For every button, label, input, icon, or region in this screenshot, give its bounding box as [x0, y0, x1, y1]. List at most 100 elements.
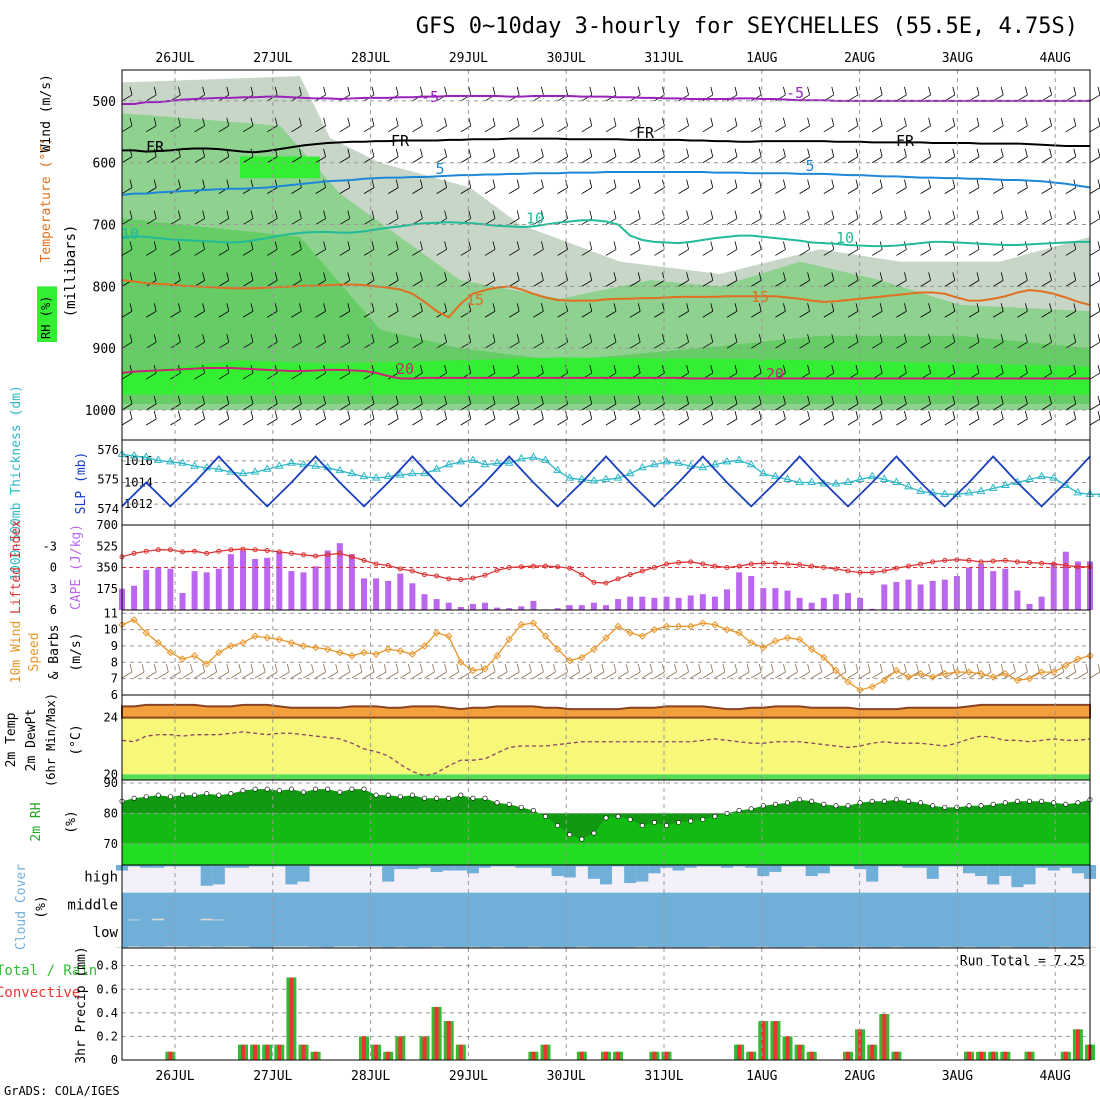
wind-barb [291, 303, 302, 318]
cloud-low-gap [527, 946, 540, 948]
wind-barb [218, 210, 230, 225]
cloud-low-gap [999, 946, 1012, 948]
cape-bar [143, 569, 150, 610]
wind-barb [242, 334, 254, 349]
wind-barb [291, 210, 302, 225]
thickness-marker [613, 473, 623, 481]
lifted-index-marker [918, 561, 924, 567]
cape-bar [820, 597, 827, 610]
wind-speed-marker [1074, 655, 1082, 663]
cape-bar [494, 607, 501, 610]
wind-barb [533, 334, 544, 349]
wind-barb [1017, 148, 1028, 164]
pressure-tick: 800 [93, 280, 116, 295]
thickness-marker [299, 459, 308, 468]
contour-label: 5 [805, 157, 814, 175]
wind-speed-marker [820, 653, 828, 662]
wind-barb [702, 334, 714, 349]
rh2m-marker [361, 786, 367, 792]
wind-barb [896, 117, 907, 133]
thickness-marker [625, 468, 635, 477]
wind-barb [508, 117, 520, 133]
wind-barb [920, 179, 931, 194]
wind-barb [242, 117, 254, 133]
isotherm-neg5 [122, 94, 1090, 105]
wind-barb [484, 148, 496, 164]
wind-barb [799, 410, 810, 426]
cloud-high-bar [672, 865, 685, 871]
thickness-marker [892, 477, 901, 485]
surface-wind-barb [605, 663, 617, 679]
wind-speed-marker [880, 676, 889, 684]
wind-barb [678, 410, 689, 426]
lifted-index-marker [397, 566, 403, 572]
wind-tick: 9 [111, 639, 118, 653]
cape-bar [482, 602, 488, 610]
wind-barb [194, 148, 205, 164]
wind-barb [992, 410, 1004, 426]
li-tick: 0 [50, 561, 57, 575]
wind-barb [1089, 364, 1100, 380]
wind-barb [799, 179, 810, 194]
surface-wind-barb [811, 663, 823, 679]
wind-barb [944, 272, 956, 287]
contour-label: 20 [396, 360, 414, 378]
wind-barb [920, 117, 931, 133]
surface-wind-barb [787, 663, 798, 679]
thickness-marker [988, 483, 998, 491]
thickness-marker [395, 470, 405, 478]
wind-barb [412, 148, 423, 164]
precip-convective-bar [458, 1044, 463, 1060]
contour-label: -5 [786, 84, 804, 102]
wind-barb [121, 410, 133, 426]
wind-barb [194, 272, 205, 287]
wind-barb [339, 241, 351, 256]
rh2m-marker [567, 832, 573, 838]
wind-barb [508, 303, 520, 318]
wind-barb [678, 179, 689, 194]
wind-barb [121, 395, 133, 411]
cloud-middle-gap [128, 919, 141, 921]
cloud-low-gap [188, 946, 201, 948]
wind-barb [412, 334, 423, 349]
lifted-index-marker [688, 559, 694, 565]
lifted-index-marker [180, 549, 185, 555]
wind-barb [1065, 210, 1077, 225]
date-label-bottom: 28JUL [351, 1069, 390, 1084]
rh2m-marker [700, 816, 706, 822]
wind-barb [896, 148, 907, 164]
wind-barb [387, 117, 399, 133]
cloud-high-bar [382, 865, 395, 882]
wind-barb [436, 117, 447, 133]
cape-bar [336, 543, 343, 610]
wind-speed-marker [916, 670, 925, 678]
thickness-marker [504, 458, 514, 466]
rh2m-marker [506, 801, 512, 807]
cape-bar [603, 605, 609, 610]
wind-barb [581, 179, 593, 194]
lifted-index-marker [845, 568, 851, 574]
wind-barb [387, 148, 399, 164]
wind-barb [315, 148, 326, 164]
thickness-marker [710, 459, 720, 468]
contour-label: 15 [751, 288, 769, 306]
wind-barb [1089, 272, 1100, 287]
wind-barb [871, 179, 883, 194]
cloud-high-bar [587, 865, 600, 879]
wind-barb [968, 179, 980, 194]
isotherm-5 [121, 171, 1091, 196]
wind-barb [678, 395, 689, 411]
lifted-index-marker [325, 552, 331, 558]
cape-bar [312, 566, 319, 610]
cloud-high-bar [684, 865, 697, 868]
cloud-high-bar [370, 865, 383, 867]
precip-convective-bar [797, 1044, 802, 1060]
panels: 26JUL 26JUL 27JUL 27JUL 28JUL 28JUL 29JUL 29JUL… [0, 51, 1100, 1084]
wind10m-label: & Barbs [47, 625, 62, 680]
thickness-marker [589, 476, 599, 484]
cape-bar [191, 571, 198, 610]
wind-barb [799, 303, 810, 318]
cloud-high-bar [321, 865, 334, 867]
wind-barb [896, 179, 907, 194]
lifted-index-marker [337, 550, 343, 556]
